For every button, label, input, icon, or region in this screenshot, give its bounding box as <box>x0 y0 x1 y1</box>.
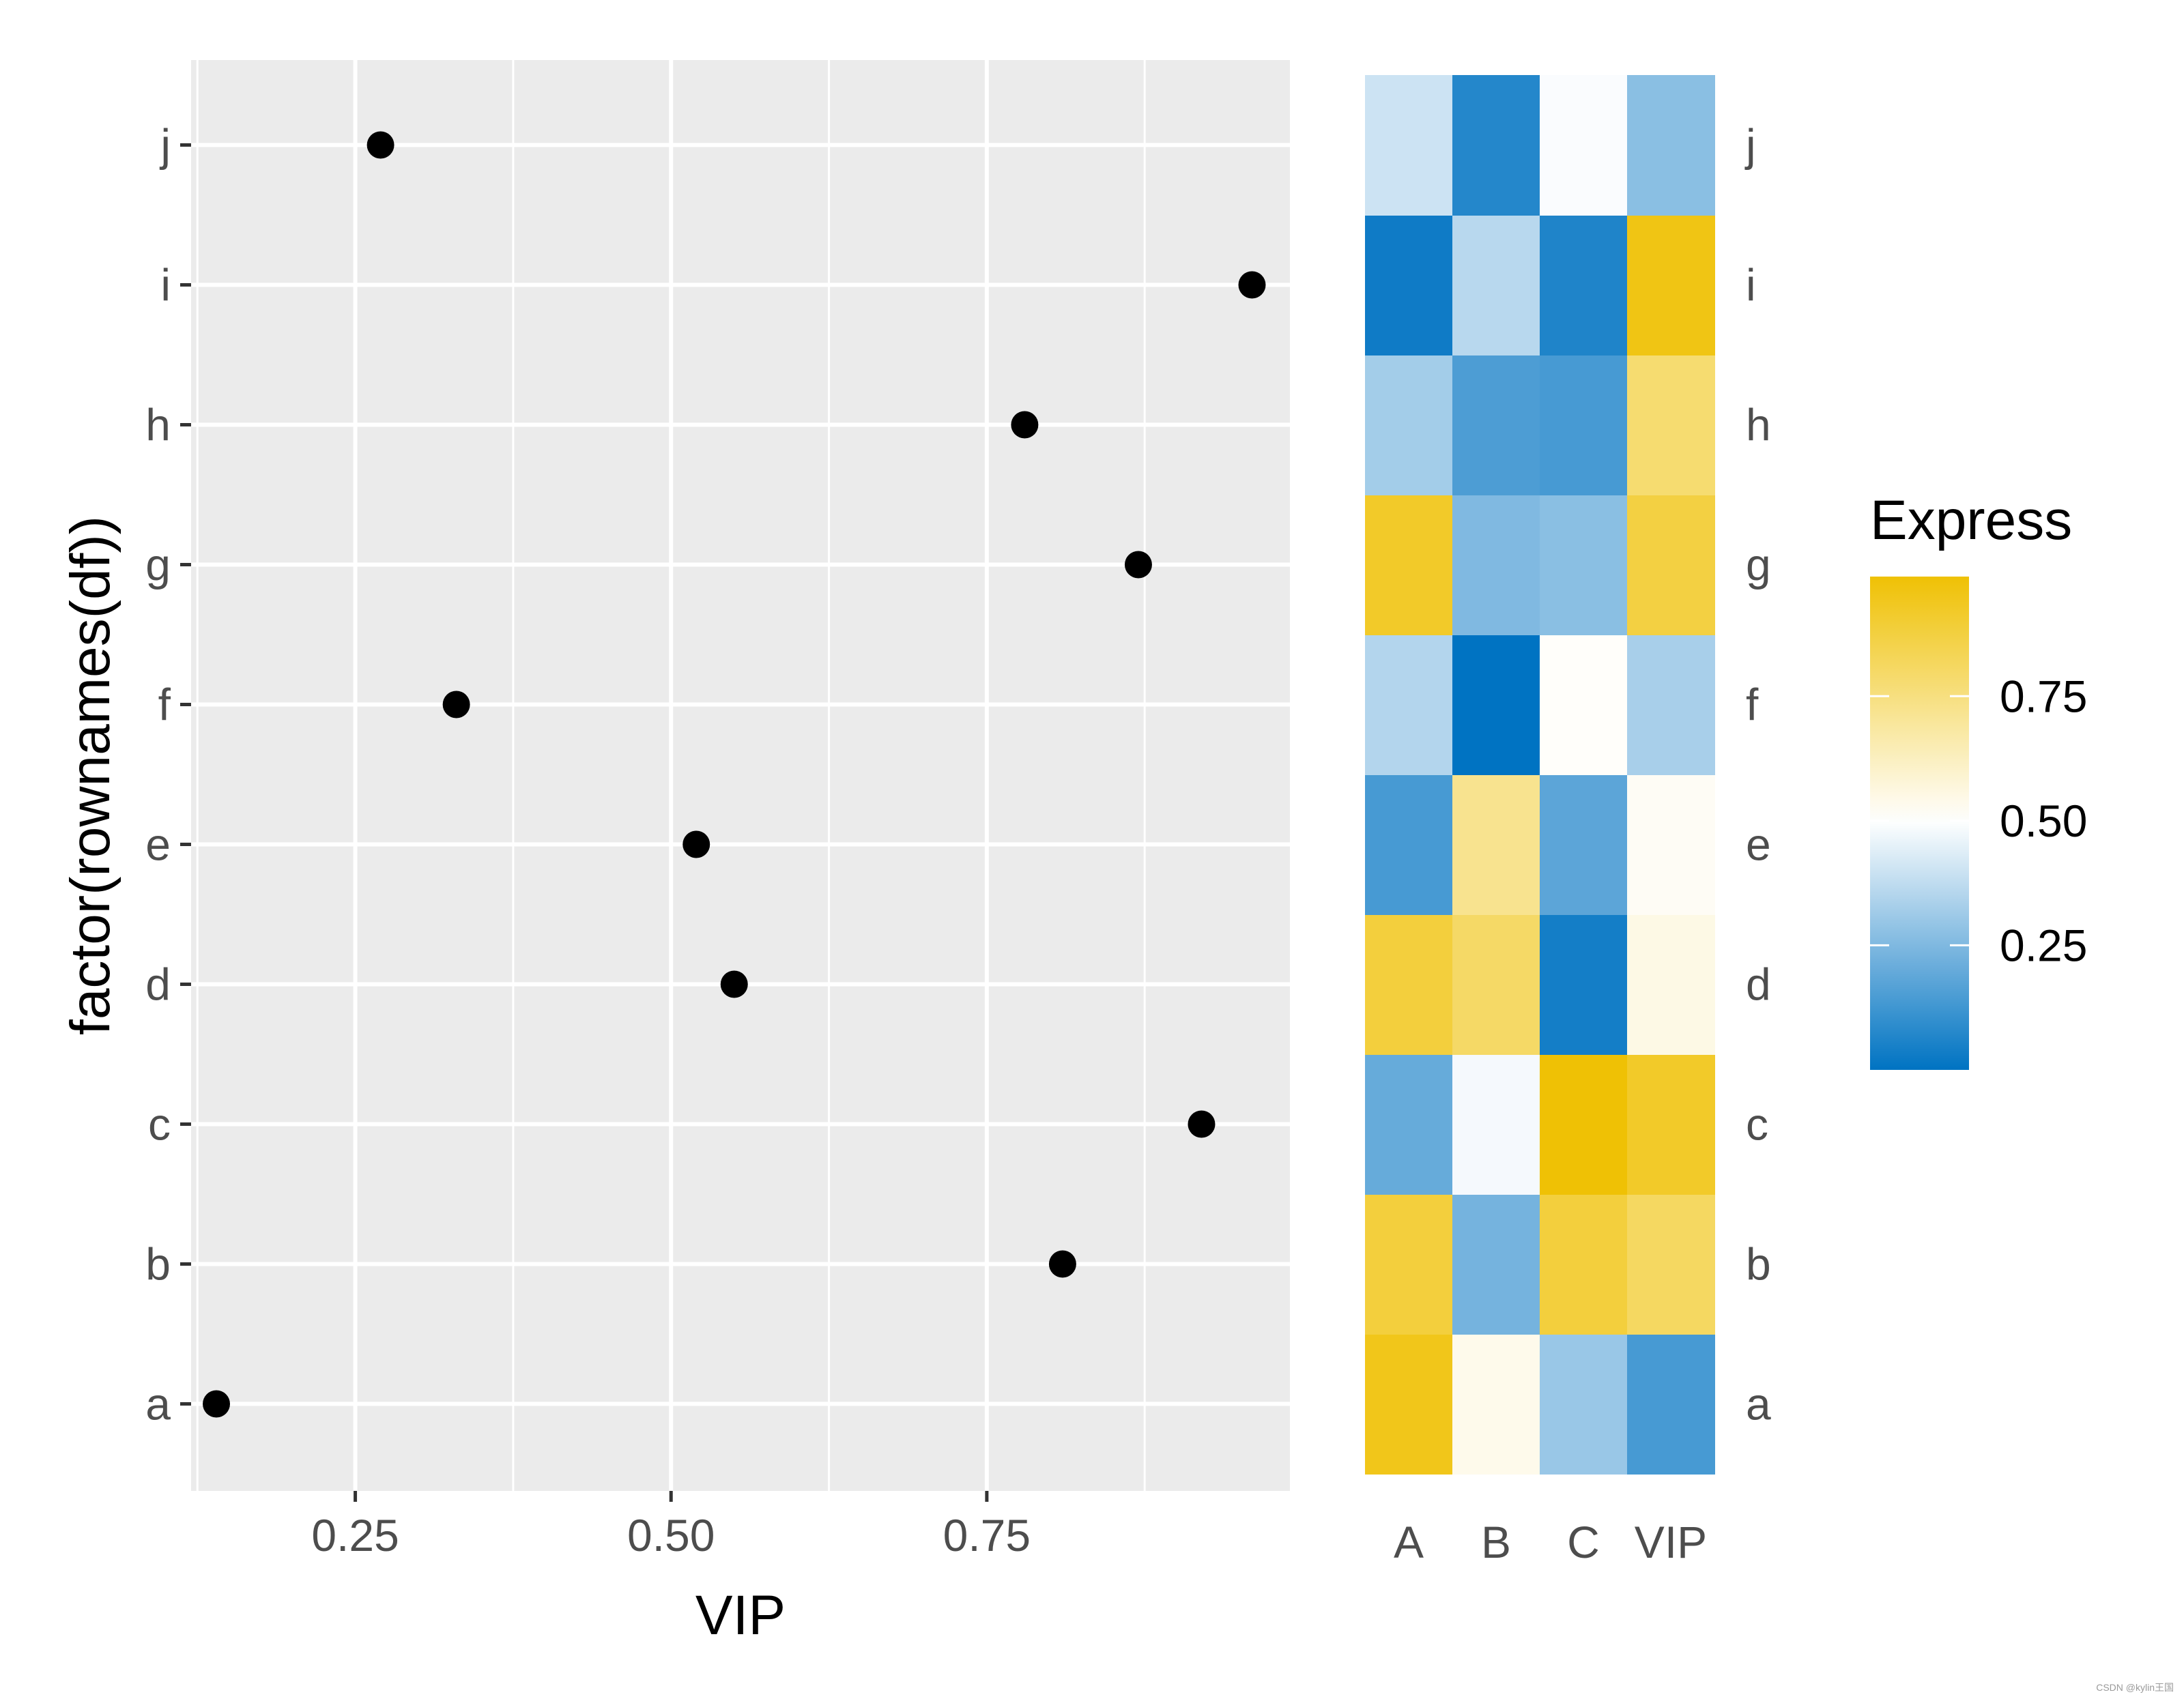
data-point <box>682 830 710 858</box>
heatmap-row-label: a <box>1746 1379 1771 1429</box>
heatmap-cell <box>1627 495 1715 635</box>
heatmap-cell <box>1452 495 1540 635</box>
heatmap-cell <box>1365 75 1453 216</box>
heatmap-cell <box>1540 1334 1628 1475</box>
heatmap-cell <box>1365 1334 1453 1475</box>
heatmap-cell <box>1452 1194 1540 1335</box>
heatmap-column-label: B <box>1481 1517 1511 1567</box>
heatmap-cell <box>1452 635 1540 775</box>
heatmap-cell <box>1452 914 1540 1055</box>
y-tick-label: g <box>145 540 171 590</box>
heatmap-row-label: c <box>1746 1099 1768 1150</box>
y-tick-label: c <box>148 1099 171 1150</box>
heatmap-column-label: VIP <box>1635 1517 1707 1567</box>
heatmap-cell <box>1540 215 1628 355</box>
heatmap-row-label: i <box>1746 260 1756 310</box>
heatmap-cell <box>1540 1194 1628 1335</box>
heatmap-cell <box>1540 1054 1628 1195</box>
data-point <box>1124 551 1152 579</box>
heatmap-row-label: e <box>1746 819 1771 870</box>
heatmap-cell <box>1627 75 1715 216</box>
heatmap-cell <box>1540 75 1628 216</box>
heatmap-cell <box>1365 215 1453 355</box>
heatmap-cell <box>1540 914 1628 1055</box>
heatmap-cell <box>1627 355 1715 495</box>
watermark: CSDN @kylin王国 <box>2096 1682 2174 1693</box>
y-tick-label: d <box>145 959 171 1010</box>
heatmap-row-label: g <box>1746 540 1771 590</box>
data-point <box>442 691 470 718</box>
heatmap-cell <box>1540 495 1628 635</box>
heatmap-column-label: C <box>1567 1517 1600 1567</box>
heatmap-cell <box>1365 495 1453 635</box>
vip-scatter-panel: 0.25 0.50 0.75 a b c d e f g h i j <box>145 60 1290 1560</box>
heatmap-column-label: A <box>1394 1517 1424 1567</box>
express-legend: Express 0.25 0.50 0.75 <box>1870 489 2087 1070</box>
heatmap-cell <box>1627 635 1715 775</box>
heatmap-cell <box>1365 914 1453 1055</box>
x-axis-title: VIP <box>695 1584 786 1646</box>
heatmap-cell <box>1365 635 1453 775</box>
legend-tick-label: 0.50 <box>2000 796 2087 846</box>
heatmap-row-label: h <box>1746 400 1771 450</box>
y-tick-label: b <box>145 1239 171 1290</box>
heatmap-cell <box>1627 774 1715 915</box>
heatmap-cell <box>1627 914 1715 1055</box>
heatmap-cell <box>1540 355 1628 495</box>
y-tick-label: e <box>145 819 171 870</box>
heatmap-cell <box>1452 355 1540 495</box>
legend-colorbar <box>1870 577 1969 1070</box>
heatmap-cell <box>1627 1054 1715 1195</box>
x-tick-label: 0.50 <box>627 1510 715 1560</box>
data-point <box>1011 411 1039 439</box>
heatmap-cell <box>1365 355 1453 495</box>
x-tick-label: 0.75 <box>943 1510 1031 1560</box>
y-tick-label: i <box>160 260 171 310</box>
y-tick-label: a <box>145 1379 171 1429</box>
data-point <box>203 1390 231 1418</box>
heatmap-row-label: j <box>1744 120 1756 171</box>
data-point <box>1048 1250 1076 1278</box>
heatmap-cell <box>1627 215 1715 355</box>
heatmap-cell <box>1365 774 1453 915</box>
heatmap-cell <box>1365 1054 1453 1195</box>
heatmap-cell <box>1540 774 1628 915</box>
heatmap-cell <box>1452 75 1540 216</box>
y-tick-label: j <box>159 120 171 171</box>
data-point <box>1238 271 1266 299</box>
legend-title: Express <box>1870 489 2072 551</box>
data-point <box>720 970 748 998</box>
y-tick-label: f <box>158 680 171 730</box>
legend-tick-label: 0.25 <box>2000 920 2087 970</box>
heatmap-cell <box>1365 1194 1453 1335</box>
y-tick-label: h <box>145 400 171 450</box>
panel-background <box>191 60 1290 1491</box>
heatmap-cell <box>1452 215 1540 355</box>
heatmap-cell <box>1452 1054 1540 1195</box>
expression-heatmap: A B C VIP a b c d e f g h i j <box>1365 75 1771 1567</box>
heatmap-cell <box>1452 774 1540 915</box>
x-tick-label: 0.25 <box>311 1510 399 1560</box>
heatmap-cell <box>1540 635 1628 775</box>
heatmap-cell <box>1627 1334 1715 1475</box>
heatmap-row-label: d <box>1746 959 1771 1010</box>
data-point <box>367 131 394 159</box>
heatmap-cell <box>1452 1334 1540 1475</box>
heatmap-row-label: f <box>1746 680 1759 730</box>
legend-tick-label: 0.75 <box>2000 671 2087 721</box>
data-point <box>1188 1110 1216 1138</box>
y-axis-title: factor(rownames(df)) <box>59 516 121 1035</box>
heatmap-row-label: b <box>1746 1239 1771 1290</box>
heatmap-cell <box>1627 1194 1715 1335</box>
